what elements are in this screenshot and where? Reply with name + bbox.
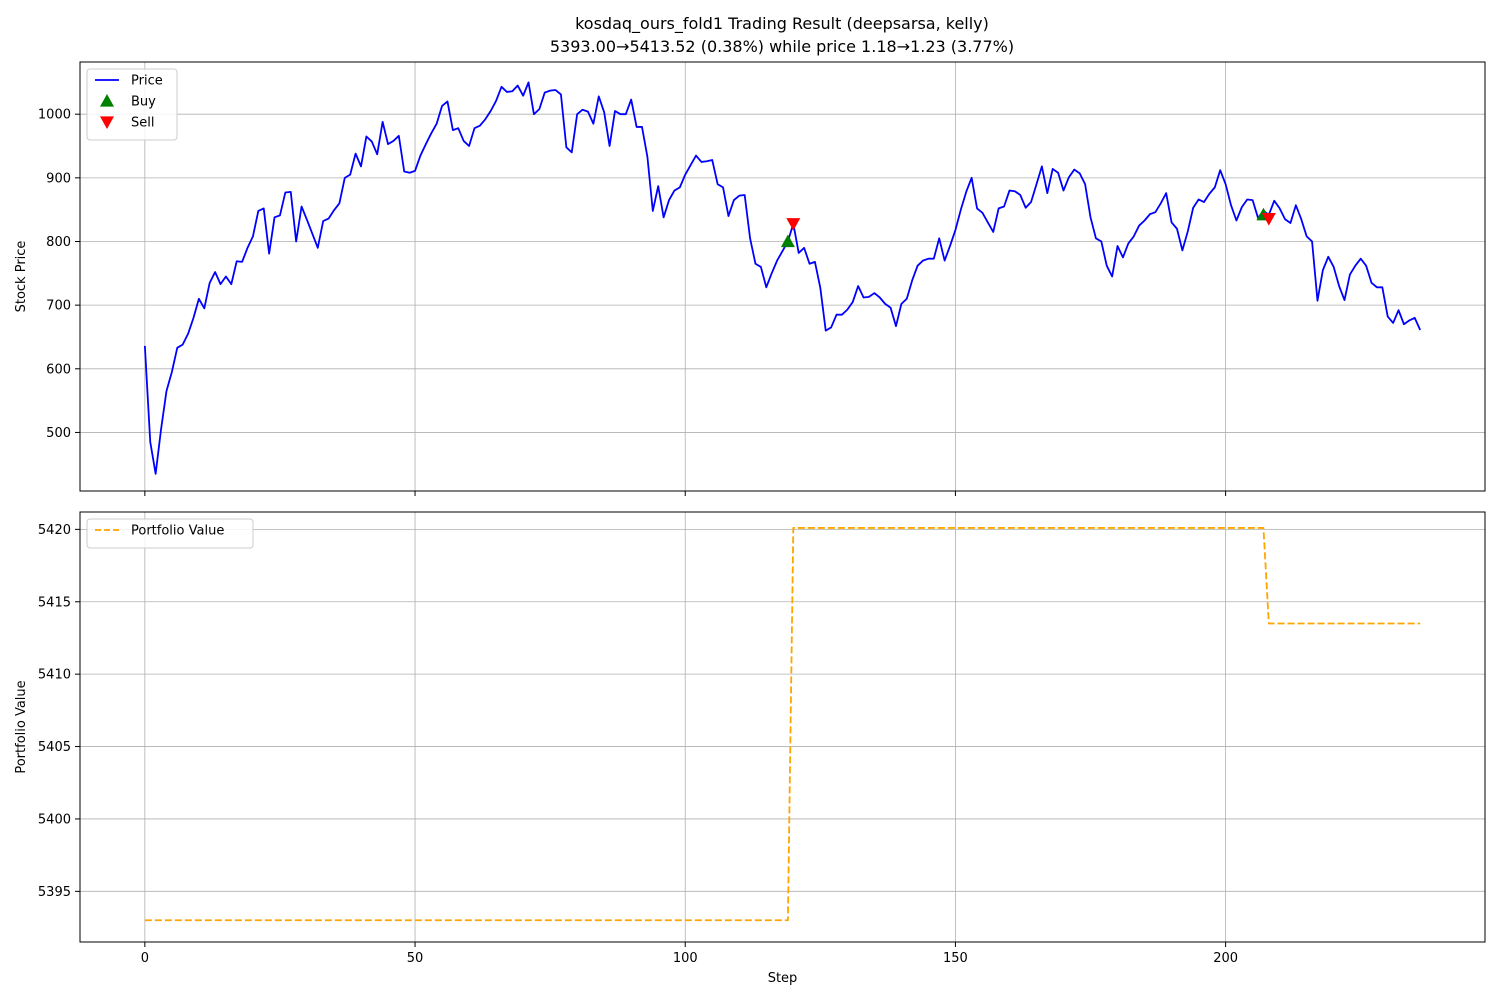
y-tick-label: 5395: [38, 885, 71, 900]
sell-marker: [786, 218, 801, 231]
y-axis-label: Stock Price: [14, 241, 29, 313]
chart-subtitle: 5393.00→5413.52 (0.38%) while price 1.18…: [550, 37, 1014, 56]
legend: Price Buy Sell: [86, 68, 178, 141]
y-tick-label: 900: [46, 171, 71, 186]
x-tick-label: 100: [673, 951, 698, 966]
y-tick-label: 5410: [38, 668, 71, 683]
portfolio-panel: 0 50 100 150 200 5395 5400 5405 5410 5415 5420 Port…: [14, 511, 1486, 986]
y-tick-label: 5420: [38, 523, 71, 538]
legend-label-price: Price: [131, 74, 163, 89]
legend-label-portfolio-value: Portfolio Value: [131, 524, 224, 539]
y-tick-label: 5400: [38, 812, 71, 827]
x-tick-label: 200: [1213, 951, 1238, 966]
x-tick-label: 0: [141, 951, 149, 966]
axes-frame: [79, 61, 1486, 492]
y-tick-label: 5415: [38, 595, 71, 610]
x-tick-label: 50: [407, 951, 424, 966]
y-axis-label: Portfolio Value: [14, 680, 29, 773]
buy-marker: [780, 234, 795, 248]
y-tick-label: 500: [46, 426, 71, 441]
y-tick-label: 800: [46, 235, 71, 250]
legend-handle-sell: [100, 116, 114, 129]
series-line-price: [143, 81, 1421, 475]
y-tick-label: 600: [46, 362, 71, 377]
legend: Portfolio Value: [86, 518, 254, 549]
y-tick-label: 700: [46, 299, 71, 314]
x-tick-label: 150: [943, 951, 968, 966]
axes-frame: [79, 511, 1486, 943]
series-line-portfolio-value: [144, 527, 1421, 922]
y-tick-label: 1000: [38, 108, 71, 123]
chart-title: kosdaq_ours_fold1 Trading Result (deepsa…: [575, 14, 989, 34]
legend-box: [86, 518, 254, 549]
y-tick-label: 5405: [38, 740, 71, 755]
sell-marker: [1261, 212, 1276, 226]
legend-label-sell: Sell: [131, 116, 154, 131]
price-panel: 500 600 700 800 900 1000 Stock Price Price Buy Se…: [14, 61, 1486, 496]
legend-handle-buy: [100, 94, 114, 107]
legend-label-buy: Buy: [131, 95, 156, 110]
x-axis-label: Step: [768, 971, 798, 986]
